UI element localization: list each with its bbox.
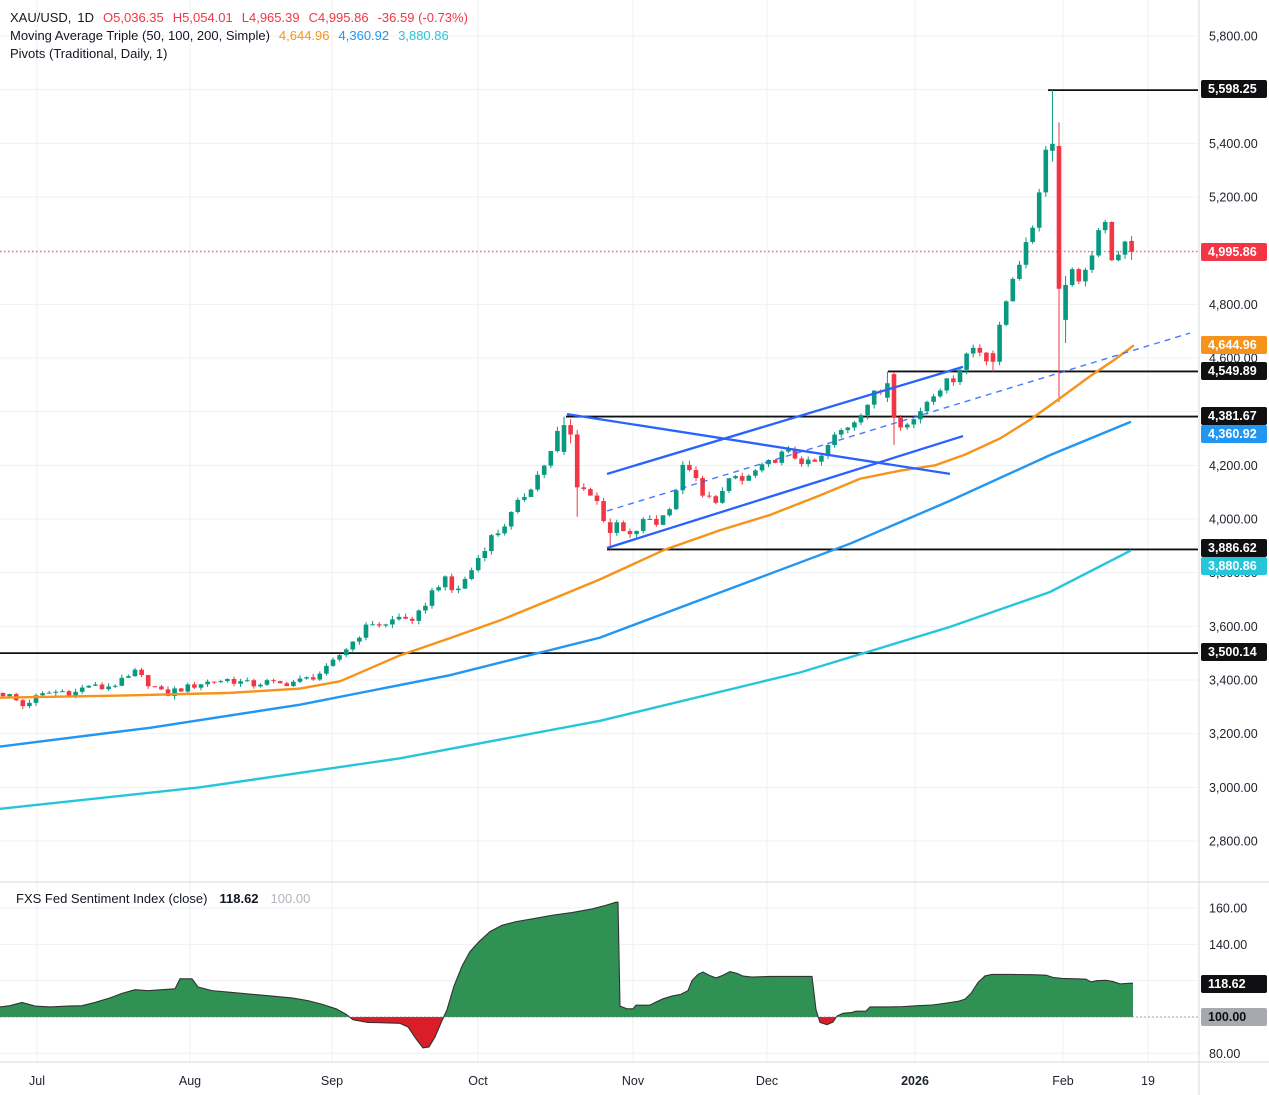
svg-text:5,800.00: 5,800.00 — [1209, 30, 1258, 44]
ohlc-close: C4,995.86 — [308, 9, 369, 25]
sentiment-baseline: 100.00 — [270, 891, 311, 906]
svg-text:80.00: 80.00 — [1209, 1047, 1240, 1061]
svg-text:4,000.00: 4,000.00 — [1209, 513, 1258, 527]
legend: XAU/USD, 1D O5,036.35 H5,054.01 L4,965.3… — [10, 8, 468, 62]
trendline-descending-resistance[interactable] — [566, 412, 951, 476]
svg-text:140.00: 140.00 — [1209, 938, 1247, 952]
sentiment-legend-row: FXS Fed Sentiment Index (close) 118.62 1… — [16, 891, 310, 906]
price-badge-3,500.14: 3,500.14 — [1201, 643, 1267, 661]
time-label-Jul: Jul — [29, 1074, 45, 1088]
symbol-legend-row: XAU/USD, 1D O5,036.35 H5,054.01 L4,965.3… — [10, 8, 468, 26]
trendline-channel-midline[interactable] — [606, 332, 1191, 512]
time-label-Aug: Aug — [179, 1074, 201, 1088]
svg-text:3,200.00: 3,200.00 — [1209, 727, 1258, 741]
price-badge-4,644.96: 4,644.96 — [1201, 336, 1267, 354]
price-badge-3,886.62: 3,886.62 — [1201, 539, 1267, 557]
symbol-name[interactable]: XAU/USD, — [10, 9, 72, 25]
price-badge-4,360.92: 4,360.92 — [1201, 425, 1267, 443]
svg-text:5,200.00: 5,200.00 — [1209, 191, 1258, 205]
ma100-value: 4,360.92 — [338, 27, 390, 43]
time-axis[interactable]: Jul Aug Sep Oct Nov Dec 2026 Feb 19 — [29, 1074, 1155, 1088]
ma50-value: 4,644.96 — [278, 27, 330, 43]
ma-indicator-title[interactable]: Moving Average Triple (50, 100, 200, Sim… — [10, 27, 270, 43]
svg-text:3,600.00: 3,600.00 — [1209, 620, 1258, 634]
pivot-lines — [0, 89, 1198, 655]
trendlines — [566, 332, 1191, 550]
trendline-channel-bottom[interactable] — [606, 434, 964, 550]
price-badge-100.00: 100.00 — [1201, 1008, 1267, 1026]
svg-text:2,800.00: 2,800.00 — [1209, 835, 1258, 849]
svg-text:160.00: 160.00 — [1209, 902, 1247, 916]
price-badge-118.62: 118.62 — [1201, 975, 1267, 993]
candles-layer — [0, 90, 1134, 710]
time-label-Feb: Feb — [1052, 1074, 1074, 1088]
sentiment-area — [0, 901, 1198, 1049]
time-label-19: 19 — [1141, 1074, 1155, 1088]
time-label-Nov: Nov — [622, 1074, 645, 1088]
price-badge-4,995.86: 4,995.86 — [1201, 243, 1267, 261]
trendline-channel-top[interactable] — [606, 365, 964, 476]
ma-legend-row: Moving Average Triple (50, 100, 200, Sim… — [10, 26, 468, 44]
svg-text:3,400.00: 3,400.00 — [1209, 674, 1258, 688]
interval-label[interactable]: 1D — [77, 9, 95, 25]
price-change: -36.59 (-0.73%) — [377, 9, 468, 25]
svg-text:3,000.00: 3,000.00 — [1209, 781, 1258, 795]
ma200-line — [0, 549, 1132, 810]
price-badge-3,880.86: 3,880.86 — [1201, 557, 1267, 575]
sentiment-value: 118.62 — [219, 891, 259, 906]
pivots-indicator-title[interactable]: Pivots (Traditional, Daily, 1) — [10, 45, 168, 61]
time-label-Oct: Oct — [468, 1074, 488, 1088]
price-badge-4,381.67: 4,381.67 — [1201, 407, 1267, 425]
ohlc-low: L4,965.39 — [241, 9, 300, 25]
time-label-Sep: Sep — [321, 1074, 343, 1088]
price-badge-4,549.89: 4,549.89 — [1201, 362, 1267, 380]
ohlc-high: H5,054.01 — [172, 9, 233, 25]
pivots-legend-row: Pivots (Traditional, Daily, 1) — [10, 44, 468, 62]
ma200-value: 3,880.86 — [398, 27, 449, 43]
price-badge-5,598.25: 5,598.25 — [1201, 80, 1267, 98]
ma50-line — [0, 344, 1135, 699]
svg-text:5,400.00: 5,400.00 — [1209, 137, 1258, 151]
sentiment-indicator-title[interactable]: FXS Fed Sentiment Index (close) — [16, 891, 208, 906]
time-label-Dec: Dec — [756, 1074, 778, 1088]
svg-text:4,200.00: 4,200.00 — [1209, 459, 1258, 473]
ma100-line — [0, 420, 1132, 748]
ohlc-open: O5,036.35 — [103, 9, 164, 25]
svg-text:4,800.00: 4,800.00 — [1209, 298, 1258, 312]
time-label-2026: 2026 — [901, 1074, 929, 1088]
